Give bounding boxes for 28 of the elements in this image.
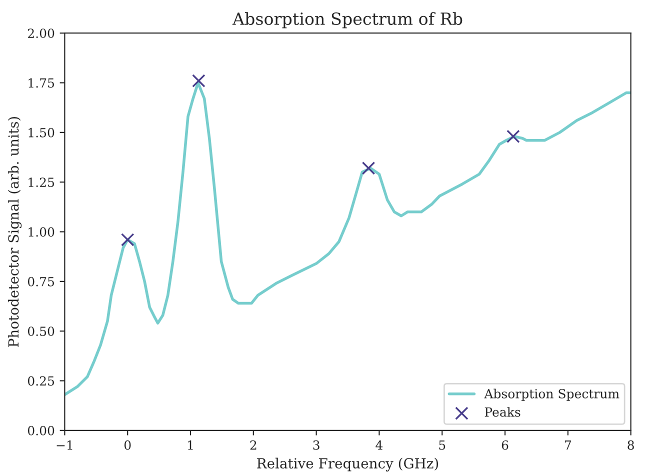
y-tick-label: 2.00 bbox=[28, 28, 54, 38]
y-tick-label: 1.25 bbox=[28, 178, 54, 188]
x-tick-label: 1 bbox=[188, 440, 193, 450]
x-tick-label: 4 bbox=[376, 440, 383, 450]
y-tick-label: 0.75 bbox=[28, 276, 54, 286]
y-tick-label: 1.50 bbox=[28, 128, 54, 138]
x-axis-title: Relative Frequency (GHz) bbox=[257, 458, 438, 472]
point bbox=[120, 233, 134, 246]
x-tick-label: 2 bbox=[250, 440, 256, 450]
point bbox=[362, 162, 376, 175]
legend-label: Peaks bbox=[484, 407, 520, 417]
point bbox=[192, 74, 206, 88]
y-tick-label: 1.75 bbox=[28, 78, 54, 88]
chart-title: Absorption Spectrum of Rb bbox=[232, 12, 462, 28]
y-tick-label: 0.25 bbox=[28, 376, 54, 386]
x-tick-label: 7 bbox=[564, 440, 571, 450]
y-tick-label: 0.00 bbox=[28, 426, 54, 436]
y-axis-title: Photodetector Signal (arb. units) bbox=[8, 117, 22, 347]
x-tick-label: 0 bbox=[124, 440, 131, 450]
y-tick-label: 0.50 bbox=[28, 326, 54, 336]
x-tick-label: 3 bbox=[313, 440, 320, 450]
point bbox=[506, 130, 520, 144]
legend-label: Absorption Spectrum bbox=[484, 388, 620, 401]
x-tick-label: −1 bbox=[56, 440, 72, 450]
x-tick-label: 5 bbox=[439, 440, 446, 450]
x-tick-label: 6 bbox=[502, 440, 508, 450]
x-tick-label: 8 bbox=[628, 440, 634, 450]
y-tick-label: 1.00 bbox=[28, 227, 54, 237]
